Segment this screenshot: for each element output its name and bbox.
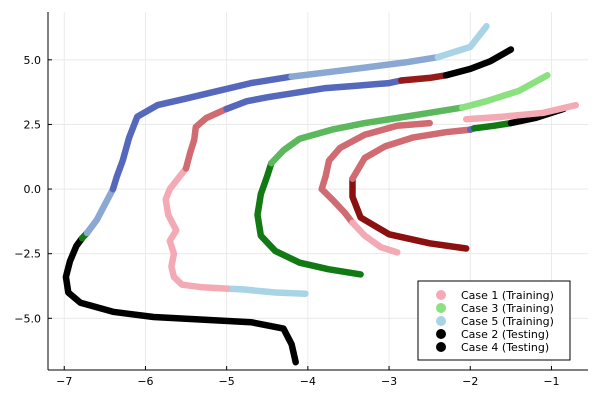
tick-labels: −7 −6 −5 −4 −3 −2 −1 −5.0 −2.5 0.0 2.5 5.0 xyxy=(14,54,559,388)
series-2-segment-5 xyxy=(434,22,490,61)
series-3-segment-1 xyxy=(349,219,401,256)
series-0-segment-2 xyxy=(182,105,230,172)
x-tick-label: −6 xyxy=(137,375,153,388)
series-1-segment-2 xyxy=(458,72,551,111)
series-2-segment-0 xyxy=(62,234,299,366)
series-3-segment-0 xyxy=(318,119,433,226)
legend-marker xyxy=(436,303,446,313)
series-5-segment-0 xyxy=(462,101,580,123)
series-1-segment-1 xyxy=(268,104,466,167)
legend-label: Case 5 (Training) xyxy=(461,315,554,328)
series-2-segment-2 xyxy=(83,185,117,237)
legend-label: Case 3 (Training) xyxy=(461,302,554,315)
y-tick-label: 2.5 xyxy=(24,118,42,131)
series-4-segment-1 xyxy=(349,126,474,182)
legend-marker xyxy=(436,342,446,352)
series-0-segment-0 xyxy=(223,285,309,297)
legend-marker xyxy=(436,316,446,326)
legend-label: Case 2 (Testing) xyxy=(461,328,549,341)
series-1-segment-0 xyxy=(254,159,364,278)
x-tick-label: −7 xyxy=(56,375,72,388)
series-4-segment-0 xyxy=(349,175,470,252)
y-tick-label: 0.0 xyxy=(24,183,42,196)
series-2-segment-3 xyxy=(109,73,295,193)
series-2-segment-4 xyxy=(288,53,442,80)
x-tick-label: −2 xyxy=(462,375,478,388)
legend-label: Case 4 (Testing) xyxy=(461,341,549,354)
y-tick-label: −2.5 xyxy=(14,248,41,261)
series-0-segment-1 xyxy=(162,165,230,292)
series-lines xyxy=(62,22,580,366)
x-tick-label: −3 xyxy=(381,375,397,388)
series-0-segment-3 xyxy=(223,77,405,113)
x-tick-label: −1 xyxy=(543,375,559,388)
y-tick-label: −5.0 xyxy=(14,312,41,325)
axes-frame xyxy=(47,12,588,371)
legend-marker xyxy=(436,329,446,339)
y-tick-label: 5.0 xyxy=(24,54,42,67)
x-tick-label: −5 xyxy=(219,375,235,388)
x-tick-label: −4 xyxy=(300,375,316,388)
legend: Case 1 (Training)Case 3 (Training)Case 5… xyxy=(417,280,571,361)
series-0-segment-5 xyxy=(442,46,515,79)
series-4-segment-3 xyxy=(471,119,515,132)
series-0-segment-4 xyxy=(397,72,450,84)
legend-label: Case 1 (Training) xyxy=(461,289,554,302)
legend-marker xyxy=(436,290,446,300)
